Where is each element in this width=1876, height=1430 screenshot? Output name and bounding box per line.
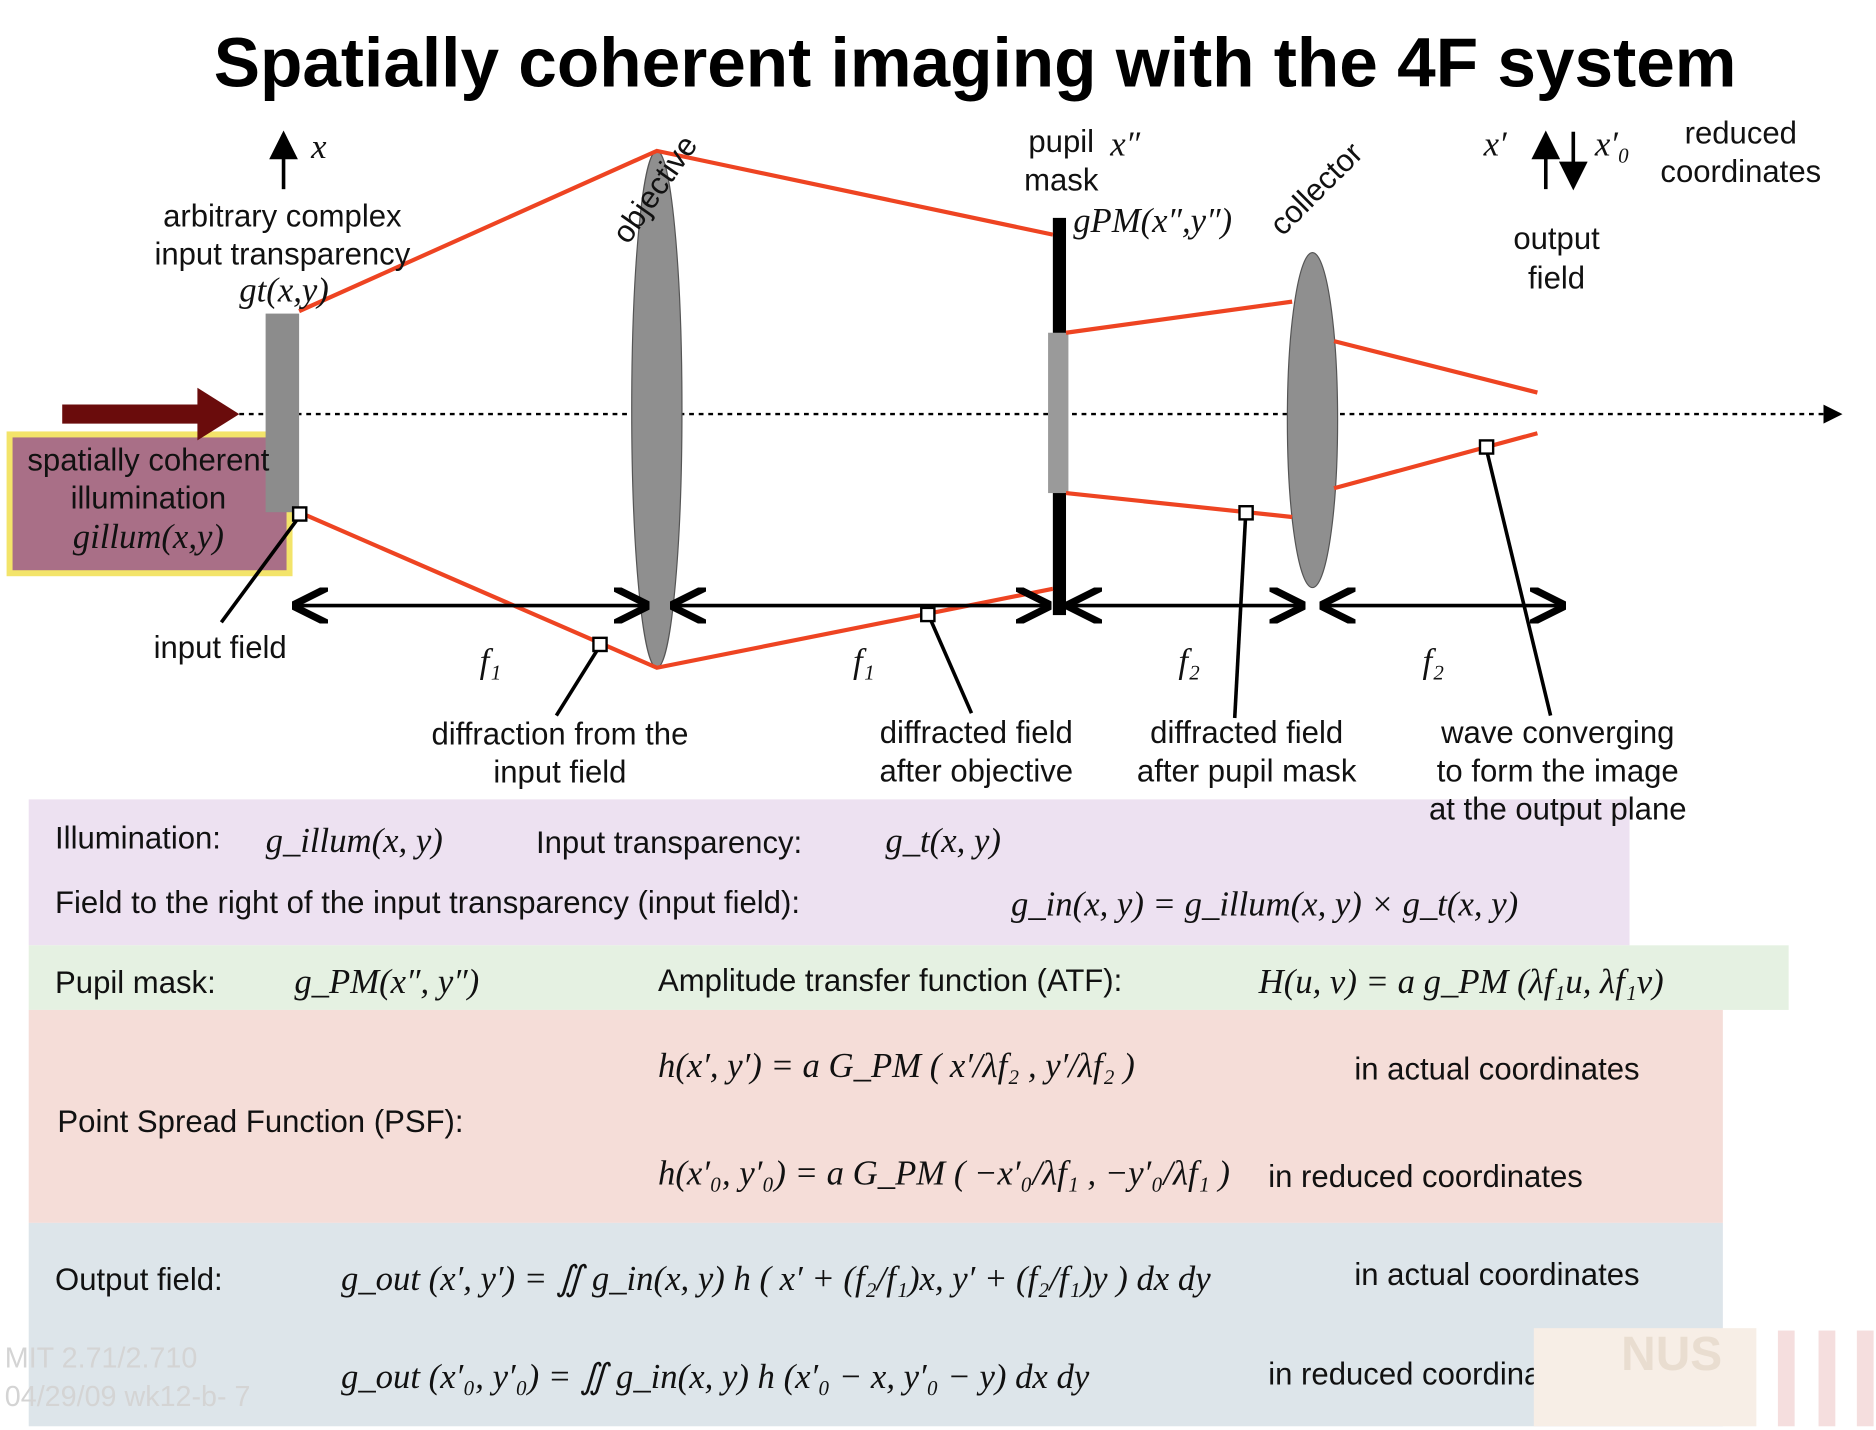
panel-bg	[28, 945, 1789, 1010]
distance-label: f₂	[1178, 642, 1200, 681]
formula: g_PM(x″, y″)	[294, 962, 479, 1001]
callout: diffracted field	[880, 715, 1073, 750]
label: output	[1513, 221, 1600, 256]
label: collector	[1263, 135, 1370, 242]
panel-note: in reduced coordinates	[1268, 1159, 1583, 1194]
panel-label: Point Spread Function (PSF):	[57, 1104, 463, 1139]
callout: input field	[493, 755, 626, 790]
logo-mark	[1856, 1330, 1874, 1427]
callout: at the output plane	[1429, 792, 1687, 827]
function-label: gillum(x,y)	[73, 517, 224, 556]
callout: wave converging	[1440, 715, 1674, 750]
panel-label: Input transparency:	[536, 825, 802, 860]
ray	[298, 148, 1054, 314]
panel-label: Field to the right of the input transpar…	[55, 885, 800, 920]
formula: g_out (x′₀, y′₀) = ∬ g_in(x, y) h (x′₀ −…	[341, 1357, 1090, 1396]
label: illumination	[71, 481, 227, 516]
panel-label: Output field:	[55, 1262, 223, 1297]
logo-mark	[1777, 1330, 1795, 1427]
formula: g_t(x, y)	[885, 821, 1001, 860]
label: pupil	[1028, 124, 1094, 159]
distance-label: f₂	[1422, 642, 1444, 681]
axis-label: x′	[1483, 125, 1508, 164]
logo: NUS	[1621, 1328, 1722, 1381]
axis-label: x	[310, 127, 327, 166]
pupil-aperture	[1048, 332, 1069, 494]
illumination-arrow-head	[197, 387, 240, 441]
callout-leaders	[219, 439, 1553, 719]
footer: 04/29/09 wk12-b- 7	[5, 1381, 251, 1413]
callout: after objective	[879, 753, 1073, 788]
panel-bg	[28, 799, 1630, 946]
panel-bg	[28, 1222, 1723, 1427]
panel-note: in reduced coordinates	[1268, 1356, 1583, 1391]
label: field	[1528, 260, 1585, 295]
formula: g_illum(x, y)	[266, 821, 443, 860]
label: input transparency	[154, 237, 410, 272]
label: spatially coherent	[27, 442, 269, 477]
footer: MIT 2.71/2.710	[5, 1343, 198, 1375]
formula: h(x′, y′) = a G_PM ( x′/λf₂ , y′/λf₂ )	[658, 1046, 1135, 1085]
callout: diffracted field	[1150, 715, 1343, 750]
label: coordinates	[1660, 154, 1821, 189]
transparency	[265, 313, 300, 513]
formula: H(u, v) = a g_PM (λf₁u, λf₁v)	[1258, 962, 1664, 1001]
panel-note: in actual coordinates	[1354, 1257, 1639, 1292]
panel-note: in actual coordinates	[1354, 1051, 1639, 1086]
function-label: gt(x,y)	[239, 271, 329, 310]
axis-label: x″	[1109, 125, 1140, 164]
label: mask	[1024, 162, 1099, 197]
axis-label: x′₀	[1594, 125, 1630, 164]
function-label: gPM(x″,y″)	[1073, 201, 1232, 240]
panel-bg	[28, 1009, 1723, 1223]
formula: g_out (x′, y′) = ∬ g_in(x, y) h ( x′ + (…	[341, 1259, 1211, 1298]
formula: h(x′₀, y′₀) = a G_PM ( −x′₀/λf₁ , −y′₀/λ…	[658, 1154, 1230, 1193]
distance-label: f₁	[853, 642, 875, 681]
logo-mark	[1818, 1330, 1836, 1427]
title: Spatially coherent imaging with the 4F s…	[214, 23, 1737, 101]
callout: after pupil mask	[1137, 753, 1357, 788]
ray	[1065, 299, 1538, 520]
logo-bg	[1533, 1328, 1757, 1427]
callout: to form the image	[1437, 753, 1679, 788]
distance-label: f₁	[480, 642, 502, 681]
panel-label: Pupil mask:	[55, 965, 216, 1000]
label: arbitrary complex	[163, 198, 402, 233]
collector-lens	[1286, 251, 1339, 589]
panel-label: Amplitude transfer function (ATF):	[658, 963, 1122, 998]
illumination-box	[6, 431, 293, 577]
label: reduced	[1685, 116, 1797, 151]
callout: diffraction from the	[431, 716, 688, 751]
panel-label: Illumination:	[55, 820, 221, 855]
label: input field	[154, 630, 287, 665]
formula: g_in(x, y) = g_illum(x, y) × g_t(x, y)	[1011, 884, 1518, 923]
